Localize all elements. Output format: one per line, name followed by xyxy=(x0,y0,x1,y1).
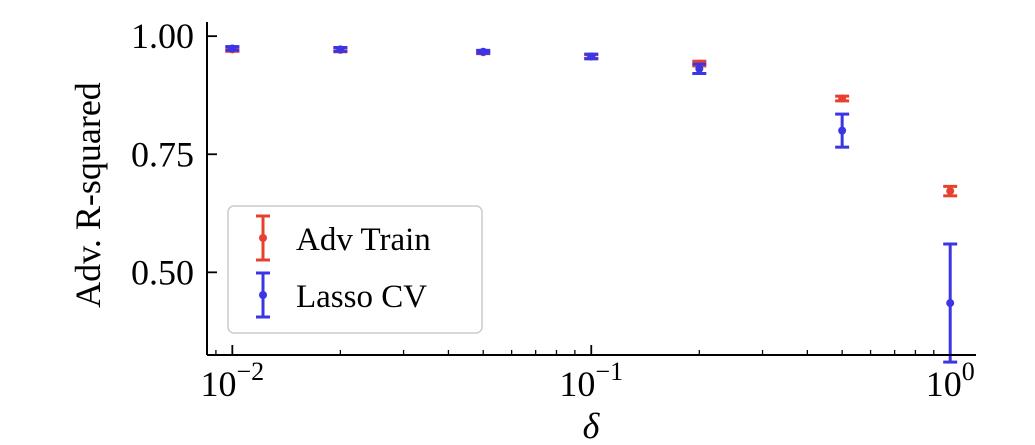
series-adv-train xyxy=(225,45,958,198)
lasso-cv-point xyxy=(695,64,704,73)
legend-lasso-cv-point xyxy=(259,291,267,299)
lasso-cv-point xyxy=(479,47,488,56)
adv-train-point xyxy=(838,94,847,103)
legend-adv-train-point xyxy=(259,234,267,242)
x-tick-label: 100 xyxy=(926,357,975,404)
x-tick-label: 10−2 xyxy=(200,357,264,404)
lasso-cv-point xyxy=(587,52,596,61)
legend-item-lasso-cv: Lasso CV xyxy=(256,271,427,319)
y-tick-label: 0.75 xyxy=(131,134,194,174)
x-tick-labels: 10−2 10−1 100 xyxy=(200,357,974,404)
y-axis-label: Adv. R-squared xyxy=(68,82,108,308)
legend-label-lasso-cv: Lasso CV xyxy=(296,279,427,315)
lasso-cv-point xyxy=(228,44,237,53)
legend: Adv Train Lasso CV xyxy=(227,205,483,334)
data-marks xyxy=(225,44,958,364)
y-tick-label: 0.50 xyxy=(131,252,194,292)
legend-item-adv-train: Adv Train xyxy=(256,214,431,262)
legend-label-adv-train: Adv Train xyxy=(296,222,431,258)
y-tick-label: 1.00 xyxy=(131,16,194,56)
lasso-cv-point xyxy=(946,299,955,308)
x-tick-label: 10−1 xyxy=(559,357,623,404)
adv-train-point xyxy=(946,187,955,196)
lasso-cv-point xyxy=(336,45,345,54)
series-lasso-cv xyxy=(225,44,958,364)
y-tick-labels: 1.00 0.75 0.50 xyxy=(131,16,194,292)
lasso-cv-point xyxy=(838,126,847,135)
x-axis-label: δ xyxy=(583,406,601,445)
tick-marks xyxy=(207,35,952,355)
legend-frame xyxy=(227,205,483,334)
